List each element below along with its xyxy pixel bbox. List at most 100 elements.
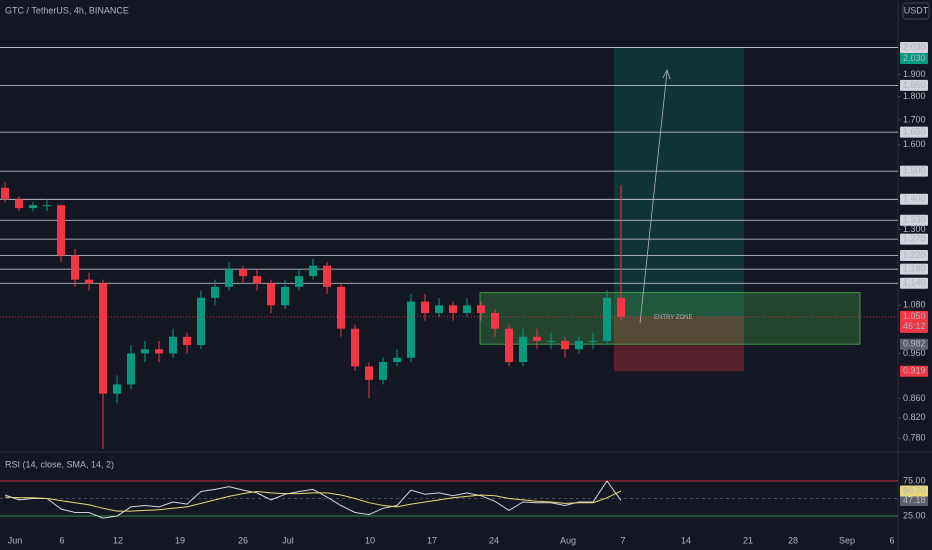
rsi-line [4,480,622,519]
stop-box [900,365,928,377]
candle-body [99,283,107,394]
arrow-head [662,68,671,80]
level-label: 1.180 [903,264,926,274]
entry-zone-label: ENTRY ZONE [654,315,692,321]
candle-body [449,305,457,313]
candle-body [407,301,415,358]
candle-body [29,205,37,209]
candle-body [155,349,163,354]
x-tick-label: 12 [113,535,123,545]
x-tick-label: 17 [427,535,437,545]
level-label: 1.220 [903,250,926,260]
level-label: 1.650 [903,127,926,137]
candle-body [463,305,471,313]
entry-bottom-box [900,338,928,350]
x-tick-label: 26 [238,535,248,545]
rsi-title: RSI (14, close, SMA, 14, 2) [5,459,114,469]
candle-body [197,297,205,346]
candle-body [505,328,513,363]
level-label-box [900,233,928,245]
candle-body [239,269,247,277]
candle-body [225,269,233,287]
rsi-tick-label: 75.00 [903,475,926,485]
candle-body [617,297,625,317]
y-tick-label: 1.300 [903,224,926,234]
current-price-label: 1.050 [903,311,926,321]
candle-body [113,384,121,394]
candle-body [253,276,261,284]
level-label: 1.330 [903,215,926,225]
x-tick-label: 24 [489,535,499,545]
countdown: 46:12 [903,321,926,331]
candle-body [379,362,387,380]
y-tick-label: 0.860 [903,393,926,403]
target-box [900,52,928,64]
target-label: 2.030 [903,53,926,63]
rsi-value-label: 47.18 [903,495,926,505]
main-pane: 0.780 0.820 0.860 0.960 1.080 1.300 1.600 1.700… [0,41,928,545]
y-tick-label: 0.780 [903,433,926,443]
y-tick-label: 1.600 [903,139,926,149]
candle-body [281,286,289,306]
x-tick-label: Jul [282,535,294,545]
candle-body [337,286,345,329]
level-label: 1.140 [903,278,926,288]
candle-body [1,187,9,200]
rsi-line [4,490,622,512]
rsi-value-label: 60.70 [903,485,926,495]
level-label-box [900,250,928,262]
x-tick-label: 14 [681,535,691,545]
level-label-box [900,126,928,138]
chart-title: GTC / TetherUS, 4h, BINANCE [5,5,129,15]
level-label-box [900,277,928,289]
level-label: 1.400 [903,194,926,204]
x-tick-label: Aug [560,535,576,545]
y-tick-label: 0.820 [903,412,926,422]
candle-body [71,255,79,280]
candle-body [477,305,485,313]
candle-body [15,199,23,209]
x-tick-label: 10 [365,535,375,545]
y-tick-label: 1.080 [903,300,926,310]
candle-body [561,340,569,350]
stop-label: 0.919 [903,366,926,376]
level-label-box [900,41,928,53]
candle-body [85,279,93,284]
level-label: 2.030 [903,42,926,52]
x-tick-label: 28 [788,535,798,545]
rsi-tick-label: 25.00 [903,510,926,520]
candle-body [169,336,177,354]
level-label-box [900,165,928,177]
candle-body [141,349,149,354]
candle-body [57,205,65,256]
x-tick-label: 6 [59,535,64,545]
candle-body [533,336,541,341]
candle-body [267,283,275,306]
arrow [639,71,668,324]
candle-body [393,357,401,363]
candle-body [295,276,303,287]
candle-body [435,305,443,313]
x-tick-label: Jun [8,535,23,545]
candle-body [589,340,597,342]
current-price-box [900,310,928,333]
currency-label[interactable]: USDT [904,5,929,15]
x-tick-label: Sep [839,535,855,545]
level-label: 1.850 [903,80,926,90]
currency-button[interactable] [902,2,930,20]
candle-body [43,205,51,207]
candle-body [183,336,191,346]
rsi-value-box [900,485,928,497]
candle-body [127,353,135,385]
level-label: 1.270 [903,233,926,243]
x-tick-label: 6 [889,535,894,545]
y-tick-label: 0.960 [903,348,926,358]
level-label-box [900,79,928,91]
candle-body [491,312,499,329]
level-label: 1.500 [903,165,926,175]
entry-zone [479,292,861,345]
candle-body [519,336,527,363]
y-tick-label: 1.900 [903,69,926,79]
